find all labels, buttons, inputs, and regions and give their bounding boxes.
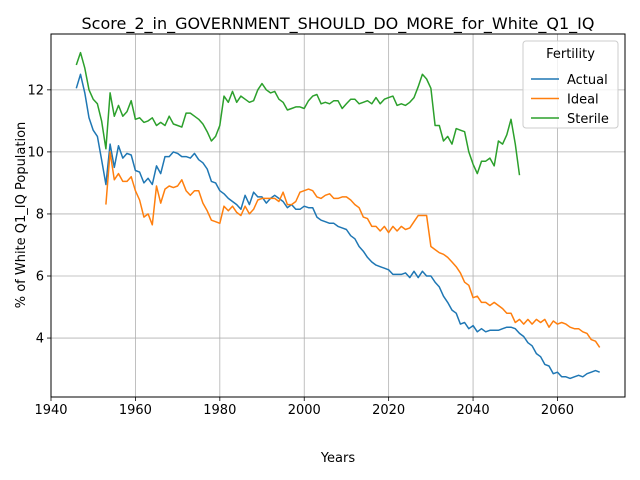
x-tick-label: 2060 [541, 403, 574, 418]
y-axis-title: % of White Q1_IQ Population [14, 122, 29, 309]
legend-label-actual: Actual [567, 73, 608, 88]
x-tick-label: 1980 [203, 403, 236, 418]
grid [50, 34, 625, 397]
plot-frame [50, 33, 626, 398]
legend-box [522, 40, 619, 129]
axis-ticks: 1940 1960 1980 2000 2020 2040 2060 4 6 8 10 12 [27, 83, 574, 418]
x-tick-label: 2040 [457, 403, 490, 418]
y-tick-label: 4 [36, 332, 44, 347]
legend-label-ideal: Ideal [567, 93, 599, 108]
series-line-actual [75, 73, 600, 380]
x-tick-label: 1960 [119, 403, 152, 418]
x-tick-label: 2000 [288, 403, 321, 418]
chart-title: Score_2_in_GOVERNMENT_SHOULD_DO_MORE_for… [82, 14, 595, 34]
x-axis-title: Years [320, 451, 356, 466]
legend: Fertility Actual Ideal Sterile [522, 40, 619, 129]
y-tick-label: 12 [27, 83, 44, 98]
series-line-sterile [75, 51, 521, 176]
series-lines [75, 51, 601, 380]
y-tick-label: 10 [27, 145, 44, 160]
y-tick-label: 6 [36, 270, 44, 285]
y-tick-label: 8 [36, 207, 44, 222]
legend-title: Fertility [546, 47, 595, 62]
x-tick-label: 2020 [372, 403, 405, 418]
x-tick-label: 1940 [34, 403, 67, 418]
legend-label-sterile: Sterile [567, 112, 609, 127]
series-line-ideal [105, 151, 601, 348]
